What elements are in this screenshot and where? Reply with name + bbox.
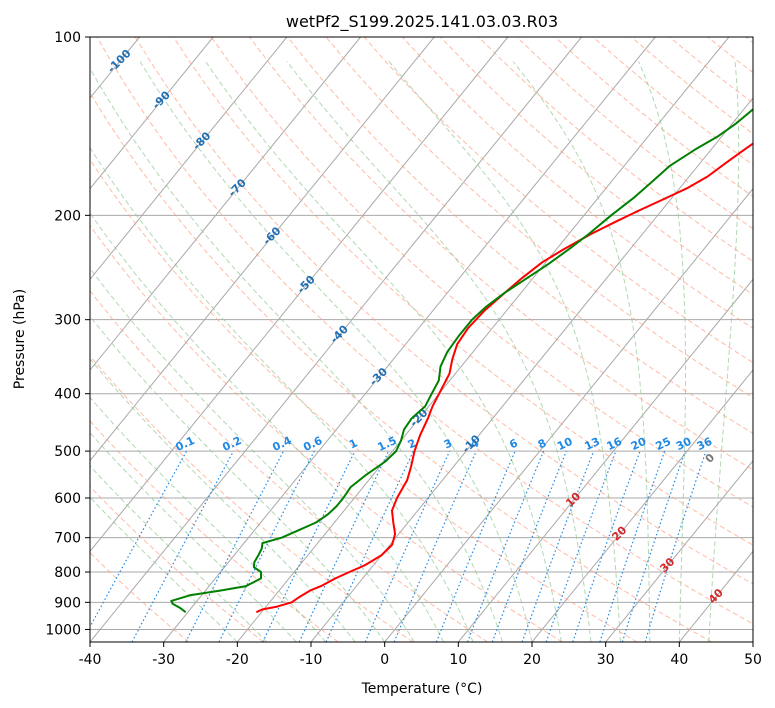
- moist-adiabat: [205, 61, 562, 642]
- chart-title: wetPf2_S199.2025.141.03.03.R03: [286, 12, 558, 32]
- moist-adiabat: [90, 212, 445, 642]
- dry-adiabat: [325, 37, 753, 399]
- background-lines: [0, 37, 753, 642]
- mixing-ratio-line: [521, 450, 595, 642]
- dry-adiabat: [363, 37, 753, 364]
- mixing-ratio-label: 36: [695, 435, 715, 453]
- isotherm-line: [457, 278, 753, 642]
- moist-adiabat: [90, 267, 415, 642]
- mixing-ratio-line: [621, 450, 686, 642]
- isotherm-line: [0, 37, 66, 642]
- mixing-ratio-label: 25: [654, 435, 673, 453]
- dewpoint-line: [170, 108, 753, 613]
- series-lines: [170, 108, 753, 614]
- mixing-ratio-label: 16: [605, 435, 625, 453]
- y-tick-label: 600: [54, 491, 81, 507]
- isotherm-line: [90, 37, 509, 553]
- mixing-ratio-line: [218, 450, 315, 642]
- isotherm-line: [384, 187, 753, 642]
- dry-adiabat: [96, 37, 753, 625]
- mixing-ratio-line: [466, 450, 545, 642]
- isotherm-line: [90, 37, 582, 642]
- dry-adiabat: [90, 420, 339, 642]
- axis-ticks: -40 -30 -20 -10 0 10 20 30 40 50 100 200 300 400 500 60…: [45, 30, 762, 668]
- mixing-ratio-label: 10: [555, 435, 575, 453]
- mixing-ratio-line: [545, 450, 617, 642]
- moist-adiabat: [512, 61, 651, 642]
- mixing-ratio-label: 30: [674, 435, 694, 453]
- x-tick-label: -40: [79, 652, 102, 668]
- isotherm-line: [90, 37, 361, 371]
- dry-adiabat: [440, 37, 753, 296]
- x-tick-label: 30: [597, 652, 615, 668]
- mixing-ratio-line: [393, 450, 477, 642]
- mixing-ratio-line: [599, 450, 666, 642]
- y-tick-label: 200: [54, 208, 81, 224]
- moist-adiabat: [90, 396, 327, 642]
- x-tick-label: 50: [744, 652, 762, 668]
- moist-adiabat: [90, 465, 268, 642]
- isotherm-line: [90, 37, 288, 281]
- isotherm-line: [531, 369, 753, 642]
- moist-adiabat: [90, 67, 503, 642]
- y-tick-label: 500: [54, 444, 81, 460]
- x-tick-label: -30: [152, 652, 175, 668]
- y-tick-label: 900: [54, 595, 81, 611]
- moist-adiabat: [708, 61, 740, 642]
- mixing-ratio-label: 20: [629, 435, 649, 453]
- mixing-ratio-line: [435, 450, 516, 642]
- y-tick-label: 700: [54, 531, 81, 547]
- x-tick-label: 20: [523, 652, 541, 668]
- x-tick-label: 0: [380, 652, 389, 668]
- x-tick-label: 40: [670, 652, 688, 668]
- moist-adiabat: [90, 146, 474, 642]
- mixing-ratio-line: [364, 450, 451, 642]
- moist-adiabat: [139, 61, 533, 642]
- moist-adiabat: [90, 431, 297, 642]
- dry-adiabat: [90, 355, 414, 642]
- plot-frame: [89, 36, 754, 643]
- dry-adiabat: [249, 37, 753, 471]
- moist-adiabat: [90, 315, 386, 642]
- y-tick-label: 400: [54, 387, 81, 403]
- mixing-ratio-line: [131, 450, 235, 642]
- mixing-ratio-line: [491, 450, 567, 642]
- mixing-ratio-line: [572, 450, 641, 642]
- dry-adiabat: [90, 158, 638, 642]
- moist-adiabat: [388, 61, 621, 642]
- moist-adiabat: [90, 496, 238, 642]
- x-tick-label: 10: [449, 652, 467, 668]
- mixing-ratio-line: [644, 450, 707, 642]
- y-tick-label: 1000: [45, 622, 81, 638]
- dry-adiabat: [134, 37, 753, 585]
- dry-adiabat: [90, 224, 563, 642]
- dry-adiabat: [90, 552, 190, 642]
- isotherm-line: [236, 37, 730, 642]
- isotherm-line: [163, 37, 656, 642]
- mixing-ratio-line: [90, 450, 188, 629]
- isotherm-line: [752, 641, 753, 642]
- y-tick-label: 100: [54, 30, 81, 46]
- isotherm-line: [605, 459, 753, 642]
- mixing-ratio-label: 13: [583, 435, 602, 453]
- y-axis-title: Pressure (hPa): [12, 289, 28, 389]
- moist-adiabat: [638, 61, 686, 642]
- y-tick-label: 800: [54, 565, 81, 581]
- x-tick-label: -20: [226, 652, 249, 668]
- moist-adiabat: [90, 358, 356, 642]
- isotherm-line: [90, 37, 435, 462]
- x-tick-label: -10: [300, 652, 323, 668]
- y-tick-label: 300: [54, 313, 81, 329]
- dry-adiabat: [90, 91, 712, 642]
- moist-adiabat: [286, 61, 592, 642]
- isotherm-line: [90, 37, 214, 190]
- temperature-line: [255, 142, 753, 614]
- plot-background: [90, 37, 753, 642]
- dry-adiabat: [90, 290, 488, 642]
- x-axis-title: Temperature (°C): [361, 681, 483, 697]
